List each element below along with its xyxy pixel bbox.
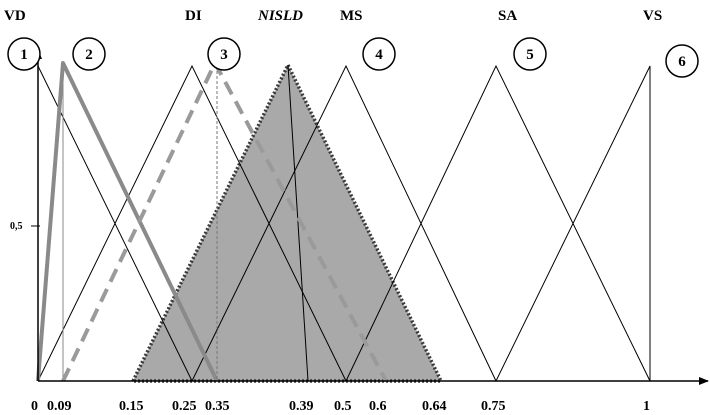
circle-4: 4 [362,37,396,71]
svg-text:4: 4 [375,47,383,63]
svg-text:3: 3 [220,47,228,63]
x-tick-label: 0.15 [119,399,144,414]
sa-triangle [345,64,651,382]
term-label-nisld: NISLD [257,8,303,24]
circle-3: 3 [207,37,241,71]
term-label-ms: MS [340,8,363,24]
x-tick-label: 1 [643,399,650,414]
x-tick-label: 0.64 [422,399,447,414]
di-triangle [37,64,347,382]
svg-text:5: 5 [526,47,534,63]
nisld-triangle [130,61,444,383]
x-tick-label: 0.35 [205,399,230,414]
svg-text:6: 6 [678,54,686,70]
term-label-vs: VS [643,8,662,24]
circle-6: 6 [665,44,699,78]
term-label-sa: SA [498,8,517,24]
svg-text:1: 1 [20,47,28,63]
vs-triangle [495,65,651,382]
x-tick-label: 0.25 [172,399,197,414]
term-label-di: DI [185,8,202,24]
x-tick-label: 0 [31,399,38,414]
svg-text:2: 2 [85,47,93,63]
x-tick-label: 0.5 [334,399,352,414]
x-tick-label: 0.39 [289,399,314,414]
term-label-vd: VD [4,8,26,24]
circle-2: 2 [72,37,106,71]
ms-triangle [191,64,497,382]
y-tick-label: 0,5 [10,221,23,232]
x-tick-label: 0.09 [47,399,72,414]
x-tick-label: 0.75 [481,399,506,414]
circle-1: 1 [7,37,41,71]
nisld-inner-line [287,64,309,382]
x-tick-label: 0.6 [369,399,387,414]
circle-5: 5 [513,37,547,71]
